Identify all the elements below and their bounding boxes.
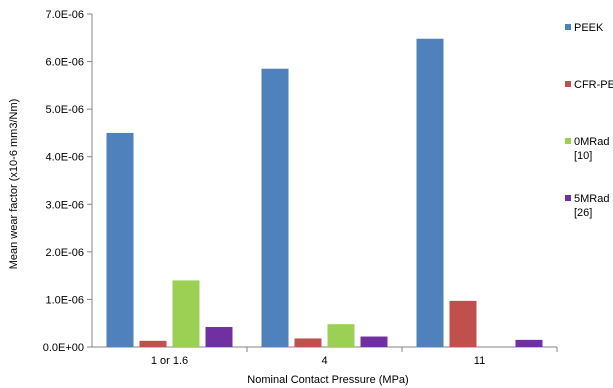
legend-swatch xyxy=(565,24,571,30)
x-tick-label: 1 or 1.6 xyxy=(151,355,188,367)
bar xyxy=(261,68,289,347)
bar xyxy=(360,336,388,347)
legend-label: 0MRad UHMWPE[10] xyxy=(574,136,613,162)
legend-label: 5MRad UHMWPE[26] xyxy=(574,193,613,219)
bars xyxy=(106,38,543,347)
bar xyxy=(172,280,200,347)
legend-label: CFR-PEEK xyxy=(574,79,613,91)
legend-label: PEEK xyxy=(574,22,604,34)
axes xyxy=(91,14,557,348)
x-tick-label: 11 xyxy=(474,355,485,367)
y-tick-label: 2.0E-06 xyxy=(45,247,84,259)
bar xyxy=(106,132,134,347)
bar xyxy=(327,324,355,347)
bar xyxy=(139,340,167,347)
x-tick-label: 4 xyxy=(321,355,327,367)
x-axis-title: Nominal Contact Pressure (MPa) xyxy=(247,374,408,386)
bar xyxy=(449,300,477,347)
y-tick-label: 0.0E+00 xyxy=(43,342,84,354)
y-tick-label: 4.0E-06 xyxy=(45,152,84,164)
bar xyxy=(416,38,444,347)
bar xyxy=(205,327,233,347)
bar xyxy=(294,338,322,347)
y-tick-label: 6.0E-06 xyxy=(45,57,84,69)
x-ticks: 1 or 1.6 4 11 xyxy=(151,347,558,367)
legend-swatch xyxy=(565,81,571,87)
y-tick-label: 5.0E-06 xyxy=(45,104,84,116)
y-tick-label: 1.0E-06 xyxy=(45,294,84,306)
y-ticks: 0.0E+00 1.0E-06 2.0E-06 3.0E-06 4.0E-06 5.0E-… xyxy=(43,9,92,354)
legend: PEEK CFR-PEEK 0MRad UHMWPE[10] 5MRad UHMWPE… xyxy=(565,22,613,219)
bar xyxy=(515,339,543,347)
legend-swatch xyxy=(565,138,571,144)
y-tick-label: 7.0E-06 xyxy=(45,9,84,21)
y-axis-title: Mean wear factor (x10-6 mm3/Nm) xyxy=(8,99,20,270)
legend-swatch xyxy=(565,195,571,201)
y-tick-label: 3.0E-06 xyxy=(45,199,84,211)
